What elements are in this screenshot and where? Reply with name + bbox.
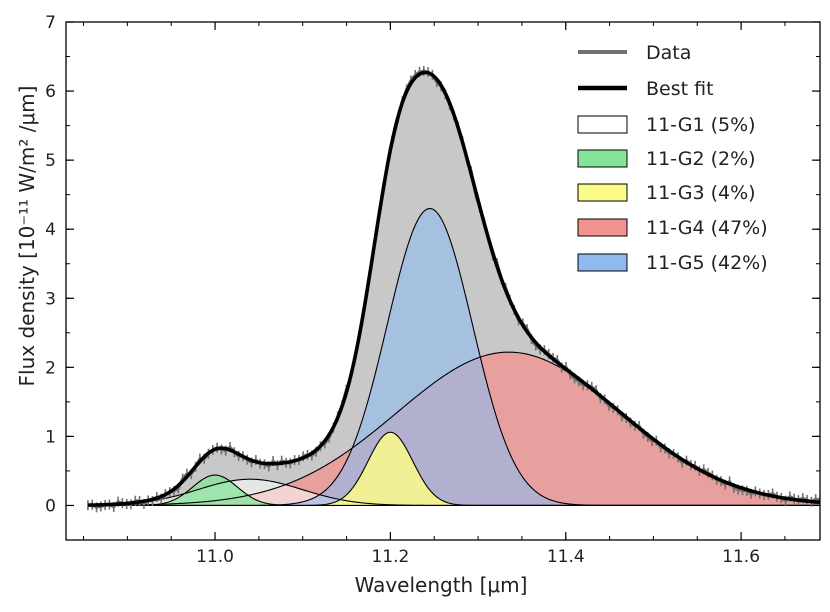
legend-g1-label: 11-G1 (5%)	[646, 114, 756, 136]
legend-data-label: Data	[646, 42, 691, 64]
legend: Data Best fit 11-G1 (5%) 11-G2 (2%) 11-G…	[577, 42, 768, 274]
y-tick-label: 6	[45, 82, 56, 102]
legend-g2-swatch	[577, 149, 628, 168]
legend-fit-label: Best fit	[646, 78, 714, 100]
x-tick-label: 11.6	[722, 547, 760, 567]
x-tick-label: 11.4	[547, 547, 585, 567]
legend-g5-label: 11-G5 (42%)	[646, 252, 768, 274]
component-area-g2	[87, 475, 820, 506]
best-fit-line	[87, 70, 820, 507]
y-tick-label: 3	[45, 289, 56, 309]
y-tick-label: 7	[45, 13, 56, 33]
x-axis-title: Wavelength [μm]	[355, 573, 528, 597]
x-tick-label: 11.2	[371, 547, 409, 567]
x-tick-label: 11.0	[196, 547, 234, 567]
legend-g4-label: 11-G4 (47%)	[646, 217, 768, 239]
axes-frame	[65, 21, 821, 541]
legend-g4-swatch	[577, 218, 628, 237]
legend-g1-swatch	[577, 115, 628, 134]
y-tick-label: 5	[45, 151, 56, 171]
component-area-g1	[87, 479, 820, 506]
legend-g5-swatch	[577, 253, 628, 272]
y-tick-label: 2	[45, 358, 56, 378]
legend-g3-swatch	[577, 183, 628, 202]
plot-area	[87, 66, 820, 513]
component-area-g5	[87, 208, 820, 506]
y-tick-label: 1	[45, 427, 56, 447]
component-outline-g2	[87, 474, 820, 507]
legend-g3-label: 11-G3 (4%)	[646, 182, 756, 204]
y-tick-label: 0	[45, 496, 56, 516]
y-tick-label: 4	[45, 220, 56, 240]
legend-g2-label: 11-G2 (2%)	[646, 148, 756, 170]
y-axis-title: Flux density [10⁻¹¹ W/m² /μm]	[15, 86, 39, 387]
y-axis-title-group: Flux density [10⁻¹¹ W/m² /μm]	[15, 86, 39, 387]
